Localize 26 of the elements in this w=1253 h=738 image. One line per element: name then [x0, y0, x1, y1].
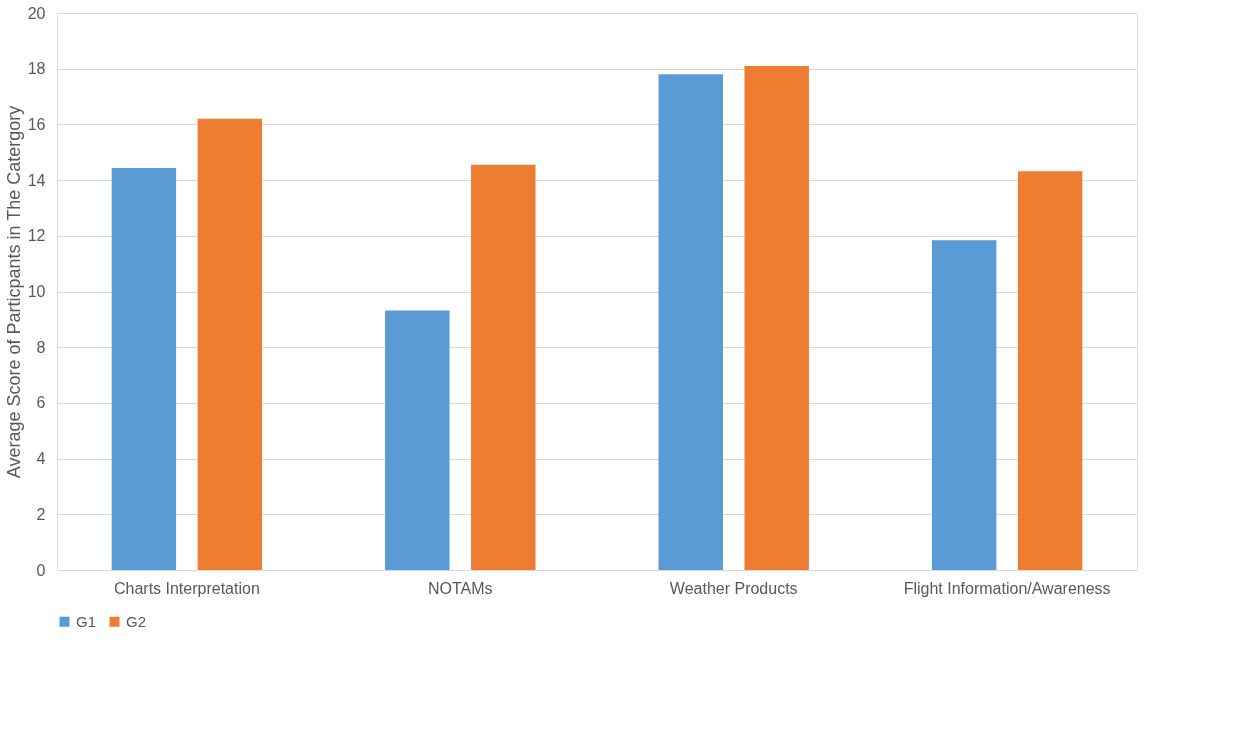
y-tick-label: 8	[36, 338, 46, 356]
y-axis-title: Average Score of Particpants in The Catergory	[3, 105, 24, 479]
x-tick-label: Weather Products	[669, 579, 798, 597]
legend-label: G1	[76, 612, 97, 630]
bar	[111, 168, 177, 570]
legend-label: G2	[126, 612, 147, 630]
bar	[658, 74, 723, 570]
x-tick-label: Charts Interpretation	[113, 579, 260, 597]
x-tick-label: NOTAMs	[427, 579, 493, 597]
y-tick-label: 0	[36, 561, 46, 579]
x-tick-label: Flight Information/Awareness	[903, 579, 1111, 597]
bar	[931, 240, 997, 570]
y-tick-label: 12	[27, 227, 46, 245]
bar	[744, 65, 809, 570]
y-tick-label: 4	[36, 450, 46, 468]
bar	[471, 164, 536, 570]
y-tick-label: 6	[36, 394, 46, 412]
y-tick-label: 10	[27, 283, 46, 300]
y-tick-label: 16	[27, 115, 46, 133]
bar	[1017, 171, 1083, 570]
bar	[197, 118, 263, 570]
y-tick-label: 2	[36, 505, 46, 523]
bar	[385, 310, 450, 570]
y-tick-label: 14	[27, 171, 46, 189]
y-tick-label: 20	[27, 4, 46, 22]
y-tick-label: 18	[27, 60, 46, 78]
